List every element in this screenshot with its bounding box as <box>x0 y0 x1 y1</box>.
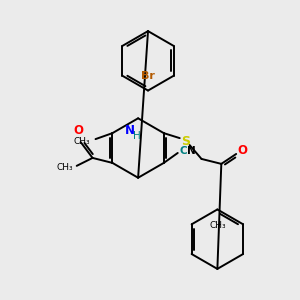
Text: CH₃: CH₃ <box>74 136 91 146</box>
Text: S: S <box>181 135 190 148</box>
Text: Br: Br <box>141 70 155 81</box>
Text: H: H <box>133 131 141 141</box>
Text: C: C <box>180 146 187 156</box>
Text: N: N <box>187 146 195 156</box>
Text: CH₃: CH₃ <box>56 163 73 172</box>
Text: N: N <box>125 124 135 137</box>
Text: CH₃: CH₃ <box>209 221 226 230</box>
Text: O: O <box>237 143 247 157</box>
Text: O: O <box>74 124 84 137</box>
